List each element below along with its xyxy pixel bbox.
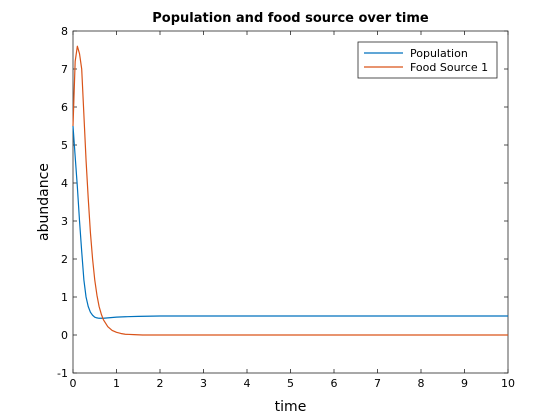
y-tick-label: 4 [61,177,68,190]
x-tick-label: 6 [331,377,338,390]
x-tick-label: 7 [374,377,381,390]
y-tick-label: 8 [61,25,68,38]
y-axis-title: abundance [36,163,52,241]
series-layer [72,45,508,336]
y-tick-label: 7 [61,63,68,76]
food-source-1-line [72,45,508,336]
y-tick-label: 5 [61,139,68,152]
y-tick-label: 6 [61,101,68,114]
y-tick-label: 0 [61,329,68,342]
legend-label-population: Population [410,47,468,60]
x-tick-label: 8 [418,377,425,390]
y-tick-label: 1 [61,291,68,304]
x-tick-label: 2 [157,377,164,390]
x-tick-label: 9 [461,377,468,390]
x-axis-title: time [275,399,307,415]
x-tick-label: 3 [200,377,207,390]
y-tick-label: 2 [61,253,68,266]
x-tick-label: 4 [244,377,251,390]
y-tick-label: -1 [57,367,68,380]
legend-box [357,41,498,79]
x-tick-label: 5 [287,377,294,390]
plot-frame [72,30,509,374]
population-line [72,125,508,319]
legend-label-food-source-1: Food Source 1 [410,61,488,74]
chart-title: Population and food source over time [152,11,429,26]
x-tick-label: 1 [113,377,120,390]
x-tick-label: 0 [70,377,77,390]
x-tick-label: 10 [501,377,515,390]
y-tick-label: 3 [61,215,68,228]
